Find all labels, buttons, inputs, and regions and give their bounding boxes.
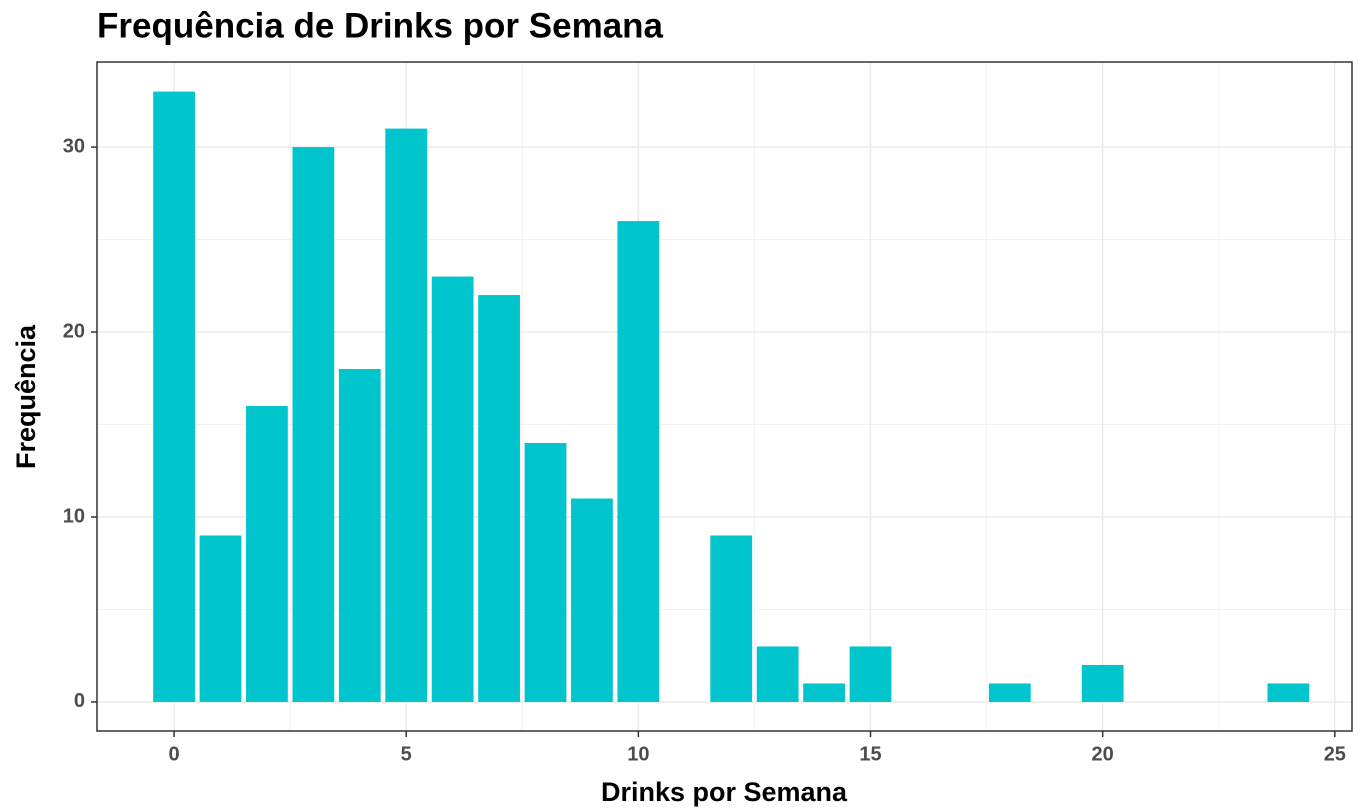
y-tick-label: 10 xyxy=(63,505,85,527)
bar xyxy=(478,295,520,702)
bar xyxy=(803,683,845,702)
x-tick-label: 20 xyxy=(1092,743,1114,765)
chart-title: Frequência de Drinks por Semana xyxy=(97,6,664,45)
x-tick-label: 10 xyxy=(627,743,649,765)
bar xyxy=(617,221,660,702)
bar xyxy=(338,369,381,702)
bar xyxy=(524,443,567,702)
bar xyxy=(431,276,474,702)
bar xyxy=(153,91,195,702)
bar xyxy=(292,147,335,702)
y-tick-label: 30 xyxy=(63,135,85,157)
bar xyxy=(571,498,613,702)
bar xyxy=(849,646,892,702)
bar xyxy=(1267,683,1310,702)
x-axis-label: Drinks por Semana xyxy=(601,777,848,807)
bar xyxy=(756,646,799,702)
y-tick-label: 20 xyxy=(63,320,85,342)
bar xyxy=(1081,664,1124,702)
bar xyxy=(385,128,428,702)
y-tick-label: 0 xyxy=(74,690,85,712)
x-tick-label: 0 xyxy=(169,743,180,765)
y-axis-label: Frequência xyxy=(11,324,41,469)
bar xyxy=(988,683,1031,702)
bar xyxy=(246,406,288,702)
bar xyxy=(710,535,753,702)
x-tick-label: 5 xyxy=(401,743,412,765)
x-tick-label: 15 xyxy=(859,743,881,765)
panel-border xyxy=(96,61,1353,732)
bar xyxy=(199,535,242,702)
x-tick-label: 25 xyxy=(1324,743,1346,765)
